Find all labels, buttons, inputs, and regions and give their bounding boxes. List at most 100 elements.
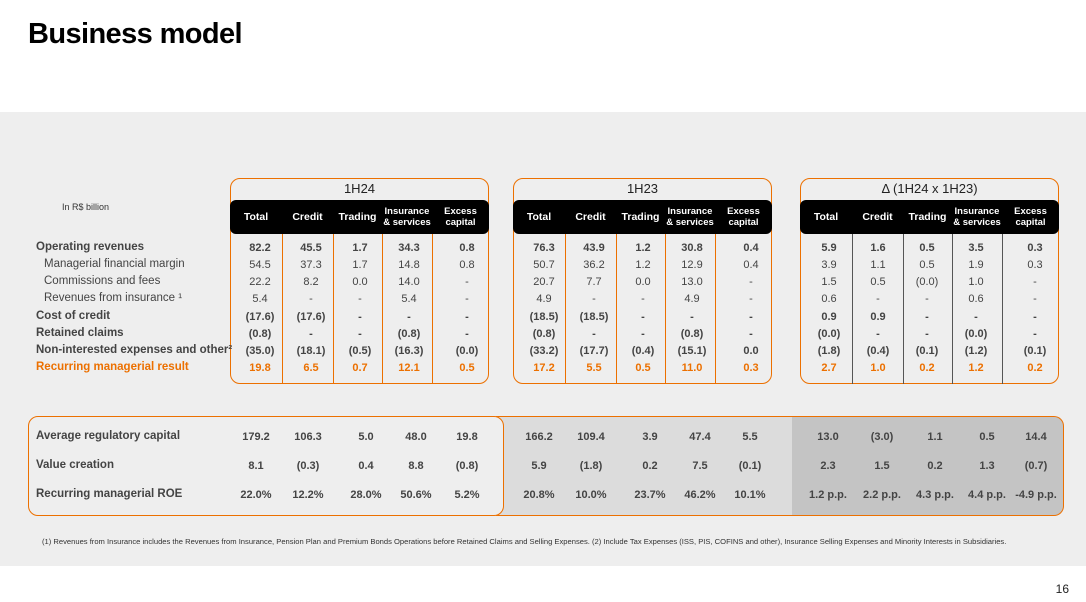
- header-excess: Excess capital: [727, 206, 760, 228]
- lower-table-cell: 1.1: [927, 431, 943, 443]
- column-divider: [715, 234, 716, 384]
- table-cell: -: [309, 328, 313, 340]
- table-cell: -: [358, 311, 362, 323]
- column-divider: [1002, 234, 1003, 384]
- column-divider: [565, 234, 566, 384]
- table-cell: -: [1033, 311, 1037, 323]
- table-cell: 1.0: [968, 276, 984, 288]
- lower-table-cell: 46.2%: [684, 489, 716, 501]
- table-cell: 0.5: [919, 259, 935, 271]
- column-divider: [665, 234, 666, 384]
- table-cell: 20.7: [533, 276, 555, 288]
- table-cell: -: [358, 293, 362, 305]
- table-cell: -: [925, 293, 929, 305]
- table-cell: (0.0): [455, 345, 479, 357]
- table-cell: 8.2: [303, 276, 319, 288]
- table-cell: -: [876, 293, 880, 305]
- page-title: Business model: [28, 18, 243, 50]
- table-cell: -: [749, 276, 753, 288]
- table-cell: (0.0): [915, 276, 939, 288]
- lower-table-cell: 8.8: [408, 460, 424, 472]
- table-cell: 3.9: [821, 259, 837, 271]
- table-cell: 82.2: [249, 242, 271, 254]
- table-cell: 0.2: [919, 362, 935, 374]
- lower-table-cell: 22.0%: [240, 489, 272, 501]
- lower-bg-1h23: [496, 416, 796, 516]
- table-cell: 5.4: [401, 293, 417, 305]
- lower-table-cell: (0.7): [1024, 460, 1048, 472]
- table-cell: -: [876, 328, 880, 340]
- lower-table-cell: 48.0: [405, 431, 427, 443]
- table-cell: -: [641, 328, 645, 340]
- table-cell: 0.8: [459, 242, 475, 254]
- lower-table-cell: (0.3): [296, 460, 320, 472]
- row-label: Operating revenues: [36, 241, 145, 253]
- table-cell: 76.3: [533, 242, 555, 254]
- table-cell: 5.9: [821, 242, 837, 254]
- table-cell: 45.5: [300, 242, 322, 254]
- lower-table-cell: -4.9 p.p.: [1015, 489, 1057, 501]
- lower-table-cell: 8.1: [248, 460, 264, 472]
- table-cell: 0.0: [743, 345, 759, 357]
- table-cell: -: [465, 328, 469, 340]
- table-cell: -: [925, 328, 929, 340]
- column-divider: [952, 234, 953, 384]
- group-frame-delta: [800, 178, 1059, 384]
- lower-table-cell: 5.2%: [454, 489, 480, 501]
- unit-label: In R$ billion: [62, 202, 110, 212]
- table-cell: (15.1): [677, 345, 707, 357]
- table-cell: -: [1033, 276, 1037, 288]
- row-label: Retained claims: [36, 327, 124, 339]
- header-total: Total: [526, 211, 552, 223]
- table-cell: -: [407, 311, 411, 323]
- table-cell: 1.2: [635, 242, 651, 254]
- table-cell: 14.0: [398, 276, 420, 288]
- table-cell: 14.8: [398, 259, 420, 271]
- table-cell: -: [925, 311, 929, 323]
- table-cell: 1.7: [352, 242, 368, 254]
- table-cell: (0.8): [532, 328, 556, 340]
- header-credit: Credit: [292, 211, 323, 223]
- table-cell: 3.5: [968, 242, 984, 254]
- table-cell: (0.0): [817, 328, 841, 340]
- table-cell: 11.0: [681, 362, 703, 374]
- table-cell: 4.9: [536, 293, 552, 305]
- header-trading: Trading: [621, 211, 660, 223]
- table-cell: -: [974, 311, 978, 323]
- table-cell: 6.5: [303, 362, 319, 374]
- group-title-1h23: 1H23: [626, 181, 659, 196]
- lower-table-cell: 12.2%: [292, 489, 324, 501]
- lower-table-cell: 10.0%: [575, 489, 607, 501]
- table-cell: -: [592, 293, 596, 305]
- table-cell: -: [1033, 328, 1037, 340]
- lower-table-cell: 109.4: [577, 431, 605, 443]
- lower-table-cell: 5.9: [531, 460, 547, 472]
- lower-table-cell: (0.8): [455, 460, 479, 472]
- lower-row-label: Recurring managerial ROE: [36, 488, 183, 500]
- table-cell: (17.6): [245, 311, 275, 323]
- table-cell: 1.2: [968, 362, 984, 374]
- table-cell: 1.1: [870, 259, 886, 271]
- lower-table-cell: 19.8: [456, 431, 478, 443]
- lower-table-cell: 5.0: [358, 431, 374, 443]
- table-cell: (33.2): [529, 345, 559, 357]
- table-cell: 2.7: [821, 362, 837, 374]
- table-cell: -: [465, 293, 469, 305]
- lower-table-cell: 13.0: [817, 431, 839, 443]
- lower-table-cell: 28.0%: [350, 489, 382, 501]
- lower-table-cell: 106.3: [294, 431, 322, 443]
- lower-table-cell: 47.4: [689, 431, 711, 443]
- table-cell: 7.7: [586, 276, 602, 288]
- table-cell: 54.5: [249, 259, 271, 271]
- table-cell: 19.8: [249, 362, 271, 374]
- column-divider: [616, 234, 617, 384]
- table-cell: 36.2: [583, 259, 605, 271]
- table-cell: 0.3: [1027, 259, 1043, 271]
- header-insurance: Insurance & services: [383, 206, 431, 228]
- header-excess: Excess capital: [1014, 206, 1047, 228]
- table-cell: 1.7: [352, 259, 368, 271]
- lower-bg-delta: [792, 416, 1064, 516]
- lower-table-cell: (3.0): [870, 431, 894, 443]
- lower-table-cell: 2.2 p.p.: [863, 489, 901, 501]
- table-cell: 1.2: [635, 259, 651, 271]
